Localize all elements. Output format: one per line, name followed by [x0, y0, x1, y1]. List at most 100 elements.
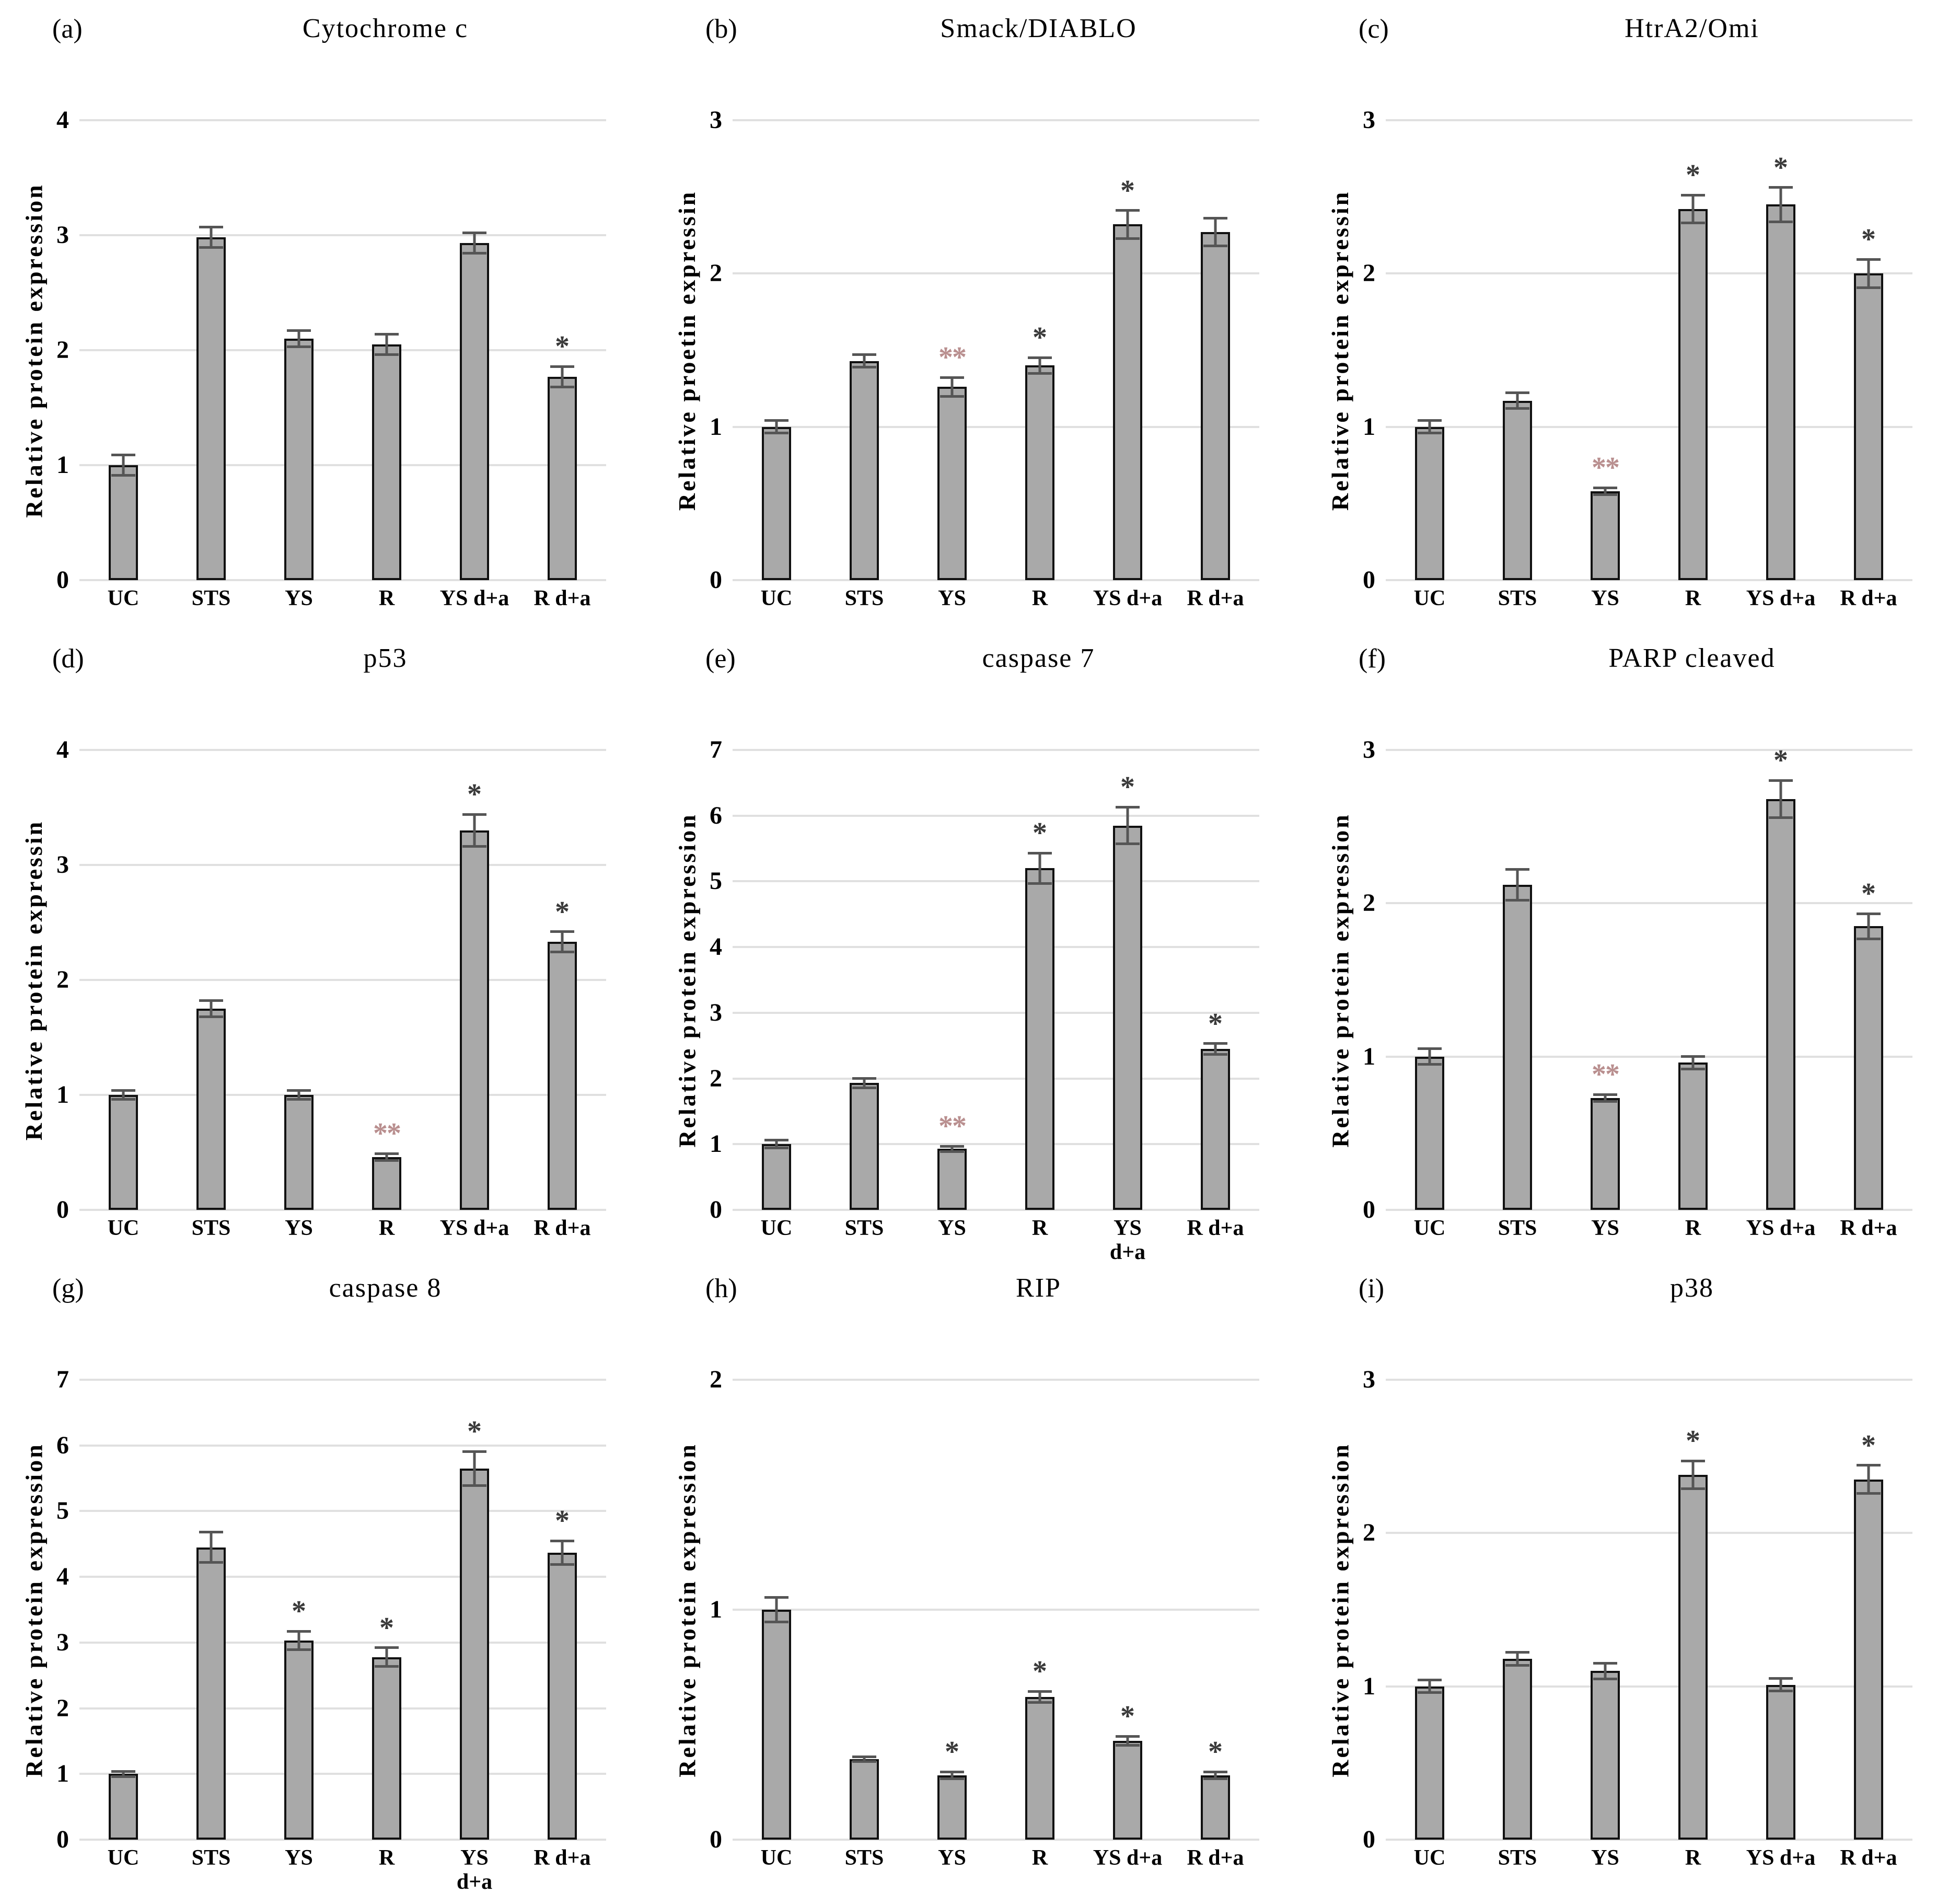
error-bar [852, 1077, 876, 1089]
gridline [1386, 1379, 1912, 1381]
error-bar-cap-bottom [1203, 245, 1227, 248]
error-bar-cap-top [1681, 193, 1705, 197]
error-bar [940, 1145, 964, 1153]
error-bar-cap-bottom [940, 1150, 964, 1153]
bar-slot: * [1825, 120, 1912, 580]
y-tick-label: 0 [710, 1826, 722, 1853]
error-bar [375, 1152, 399, 1162]
x-tick-label: R [378, 1846, 395, 1870]
error-bar-line [775, 1139, 778, 1150]
gridline [733, 749, 1259, 751]
plot-area: * * [1386, 1379, 1912, 1841]
significance-star: * [1033, 1655, 1047, 1688]
bar-slot [820, 120, 908, 580]
error-bar-cap-bottom [940, 395, 964, 398]
y-tick-label: 4 [56, 1563, 69, 1591]
y-tick-label: 1 [56, 1081, 69, 1108]
bar [1025, 868, 1054, 1210]
gridline [733, 1209, 1259, 1211]
error-bar-cap-bottom [1681, 1487, 1705, 1491]
error-bar-cap-bottom [1857, 1492, 1881, 1495]
bar-slot: ** [343, 750, 431, 1210]
bar-slot [255, 750, 343, 1210]
error-bar-line [297, 1630, 300, 1652]
error-bar [1681, 1459, 1705, 1491]
error-bar-line [1867, 1464, 1870, 1495]
bar-slot [167, 1380, 255, 1840]
y-tick-label: 0 [710, 1196, 722, 1223]
error-bar-cap-bottom [1857, 937, 1881, 940]
bar-slot: * [343, 1380, 431, 1840]
error-bar-cap-top [1116, 805, 1140, 809]
error-bar-line [210, 226, 213, 249]
error-bar-line [473, 232, 476, 255]
error-bar-cap-top [1857, 1464, 1881, 1467]
error-bar-cap-bottom [550, 1563, 574, 1566]
y-tick-label: 3 [710, 106, 722, 134]
significance-star: * [467, 1415, 482, 1448]
significance-star: ** [373, 1117, 401, 1150]
error-bar-cap-top [1681, 1055, 1705, 1058]
bar [1113, 1740, 1142, 1840]
error-bar-line [1691, 1055, 1695, 1071]
x-tick-label: R [1031, 1846, 1048, 1870]
error-bar-line [1214, 1771, 1217, 1780]
error-bar [199, 226, 223, 249]
error-bar-line [950, 376, 954, 398]
bar [850, 1083, 879, 1210]
error-bar [1857, 912, 1881, 940]
x-tick-label: UC [760, 1216, 793, 1240]
x-tick-label: R d+a [1840, 1216, 1897, 1240]
gridline [1386, 425, 1912, 428]
x-tick-label: YS [1591, 586, 1619, 610]
error-bar-cap-bottom [111, 474, 135, 477]
error-bar [1203, 1771, 1227, 1780]
bar [196, 1547, 226, 1840]
y-tick-label: 2 [56, 336, 69, 364]
error-bar-cap-top [1418, 1047, 1442, 1050]
error-bar-cap-bottom [1116, 1743, 1140, 1747]
error-bar-line [561, 365, 564, 388]
y-tick-label: 2 [1363, 1519, 1375, 1547]
gridline [733, 1077, 1259, 1080]
error-bar-cap-top [1769, 186, 1793, 189]
x-tick-label: R [1031, 1216, 1048, 1240]
x-tick-label: R d+a [1187, 1216, 1244, 1240]
error-bar-cap-top [462, 232, 486, 235]
y-tick-label: 1 [56, 1760, 69, 1788]
error-bar-line [1126, 805, 1129, 846]
x-tick-label: R d+a [1840, 1846, 1897, 1870]
error-bar [199, 999, 223, 1018]
bar-slot: * [1172, 750, 1259, 1210]
bar-slot [1386, 1380, 1474, 1840]
gridline [79, 749, 606, 751]
x-tick-label: STS [191, 586, 231, 610]
bar [1201, 1775, 1230, 1840]
error-bar-cap-bottom [1681, 222, 1705, 225]
bar-slot [167, 120, 255, 580]
panel-a: (a) Cytochrome c Relative protein expres… [0, 0, 653, 630]
x-tick-label: YS [1591, 1216, 1619, 1240]
error-bar [1505, 1651, 1529, 1667]
gridline [733, 1379, 1259, 1381]
error-bar [550, 1539, 574, 1566]
bar [372, 344, 401, 580]
x-tick-label: UC [107, 586, 140, 610]
error-bar-cap-top [111, 1089, 135, 1092]
error-bar-line [1604, 487, 1607, 496]
error-bar-cap-top [1593, 1661, 1617, 1665]
error-bar [1681, 1055, 1705, 1071]
panel-title: p38 [1670, 1273, 1714, 1303]
panel-title: caspase 8 [329, 1273, 442, 1303]
bar-slot: * [1084, 750, 1172, 1210]
significance-star: ** [938, 341, 967, 374]
error-bar-cap-bottom [1028, 372, 1052, 375]
error-bar [1681, 193, 1705, 225]
error-bar-cap-top [852, 1077, 876, 1080]
x-tick-label: YS d+a [456, 1846, 493, 1894]
x-axis-labels: UC STS YS R YS d+a R d+a [733, 586, 1259, 610]
error-bar-cap-bottom [199, 246, 223, 249]
panel-letter: (e) [705, 644, 736, 674]
error-bar-cap-top [1857, 258, 1881, 261]
error-bar-cap-top [199, 999, 223, 1002]
